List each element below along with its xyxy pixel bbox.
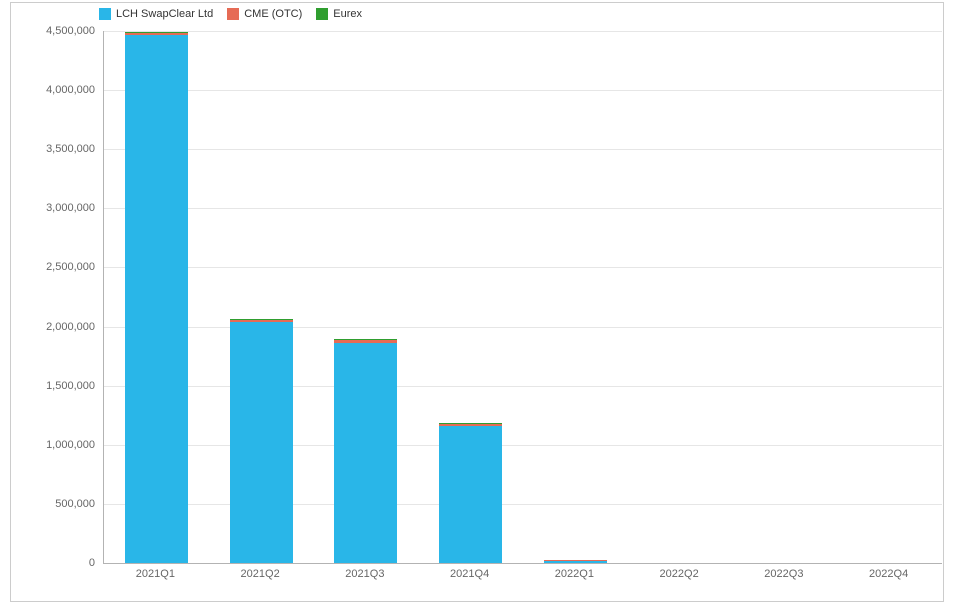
bar-stack[interactable] — [544, 560, 607, 563]
legend-label-cme: CME (OTC) — [244, 8, 302, 20]
bar-segment[interactable] — [544, 561, 607, 563]
bar-stack[interactable] — [230, 319, 293, 563]
x-tick-label: 2021Q4 — [450, 568, 489, 580]
bar-segment[interactable] — [230, 322, 293, 563]
gridline — [104, 31, 942, 32]
x-tick-label: 2021Q3 — [345, 568, 384, 580]
x-tick-label: 2022Q1 — [555, 568, 594, 580]
legend-label-lch: LCH SwapClear Ltd — [116, 8, 213, 20]
y-tick-label: 0 — [11, 557, 95, 569]
gridline — [104, 267, 942, 268]
x-tick-label: 2022Q3 — [764, 568, 803, 580]
bar-stack[interactable] — [439, 423, 502, 563]
bar-segment[interactable] — [125, 35, 188, 563]
bar-stack[interactable] — [334, 339, 397, 563]
y-tick-label: 4,000,000 — [11, 84, 95, 96]
y-tick-label: 4,500,000 — [11, 25, 95, 37]
legend-swatch-cme — [227, 8, 239, 20]
legend-item-lch[interactable]: LCH SwapClear Ltd — [99, 8, 213, 20]
bar-segment[interactable] — [439, 426, 502, 563]
y-tick-label: 1,500,000 — [11, 380, 95, 392]
chart-legend: LCH SwapClear Ltd CME (OTC) Eurex — [99, 6, 362, 22]
y-tick-label: 3,500,000 — [11, 143, 95, 155]
x-tick-label: 2021Q2 — [241, 568, 280, 580]
y-tick-label: 2,500,000 — [11, 261, 95, 273]
legend-item-cme[interactable]: CME (OTC) — [227, 8, 302, 20]
legend-item-eurex[interactable]: Eurex — [316, 8, 362, 20]
gridline — [104, 208, 942, 209]
x-tick-label: 2021Q1 — [136, 568, 175, 580]
y-tick-label: 2,000,000 — [11, 321, 95, 333]
y-tick-label: 1,000,000 — [11, 439, 95, 451]
gridline — [104, 90, 942, 91]
legend-swatch-lch — [99, 8, 111, 20]
legend-label-eurex: Eurex — [333, 8, 362, 20]
gridline — [104, 149, 942, 150]
x-tick-label: 2022Q4 — [869, 568, 908, 580]
bar-stack[interactable] — [125, 32, 188, 563]
y-tick-label: 500,000 — [11, 498, 95, 510]
bar-segment[interactable] — [334, 343, 397, 563]
x-tick-label: 2022Q2 — [660, 568, 699, 580]
chart-frame: LCH SwapClear Ltd CME (OTC) Eurex 0 500,0… — [10, 2, 944, 602]
chart-plot-area — [103, 31, 942, 564]
y-tick-label: 3,000,000 — [11, 202, 95, 214]
legend-swatch-eurex — [316, 8, 328, 20]
